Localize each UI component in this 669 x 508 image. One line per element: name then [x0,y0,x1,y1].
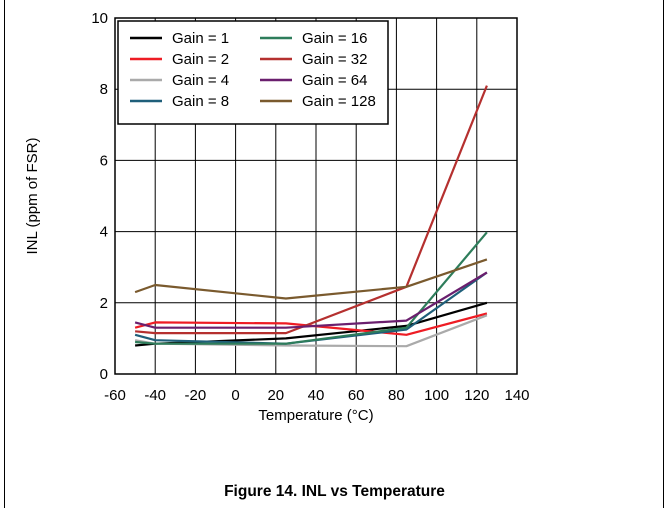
y-axis-label: INL (ppm of FSR) [24,138,41,255]
frame-right-border [663,0,664,508]
x-tick-label: 100 [424,387,449,404]
legend-entry-label: Gain = 128 [302,93,376,110]
series-line-gain-16 [135,231,488,345]
series-line-gain-32 [135,85,488,335]
x-tick-label: 60 [348,387,365,404]
x-tick-label: -20 [185,387,207,404]
y-tick-label: 2 [100,295,108,312]
legend-entry-label: Gain = 64 [302,72,367,89]
plot-area-frame [114,17,518,375]
figure-caption: Figure 14. INL vs Temperature [224,483,445,500]
legend-entry-label: Gain = 8 [172,93,229,110]
x-tick-label: 40 [308,387,325,404]
chart-legend: Gain = 1 Gain = 2 Gain = 4 Gain = 8 Gain = 1… [117,20,389,125]
legend-entry-label: Gain = 1 [172,30,229,47]
chart-ticks: -60 -40 -20 0 20 40 60 80 100 120 140 0 2 4 6 8 10 [91,10,529,404]
x-tick-label: 80 [388,387,405,404]
legend-entry-label: Gain = 32 [302,51,367,68]
x-axis-label: Temperature (°C) [258,407,373,424]
frame-left-border [4,0,5,508]
x-tick-label: -40 [144,387,166,404]
chart-series [134,85,488,348]
x-tick-label: -60 [104,387,126,404]
series-line-gain-64 [134,271,488,329]
x-tick-label: 20 [267,387,284,404]
series-line-gain-128 [134,258,488,300]
y-tick-label: 6 [100,152,108,169]
legend-entry-label: Gain = 2 [172,51,229,68]
inl-vs-temperature-chart: -60 -40 -20 0 20 40 60 80 100 120 140 0 2 4 6 8 10 Tempe… [24,10,530,424]
legend-entry-label: Gain = 16 [302,30,367,47]
x-tick-label: 0 [231,387,239,404]
x-tick-label: 140 [504,387,529,404]
y-tick-label: 8 [100,81,108,98]
x-tick-label: 120 [464,387,489,404]
legend-entry-label: Gain = 4 [172,72,229,89]
legend-box [117,20,389,125]
series-line-gain-2 [134,312,488,336]
y-tick-label: 4 [100,224,108,241]
y-tick-label: 0 [100,366,108,383]
series-line-gain-1 [135,301,488,347]
y-tick-label: 10 [91,10,108,27]
